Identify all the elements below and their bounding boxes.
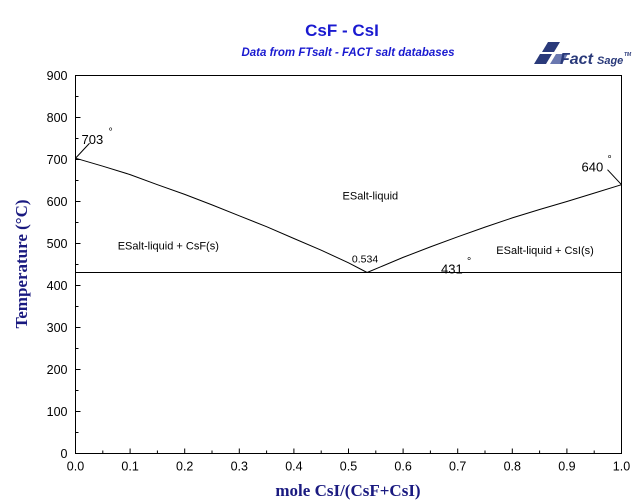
y-tick-label: 600 — [47, 195, 68, 209]
region-layer: ESalt-liquid ESalt-liquid + CsF(s) ESalt-l… — [118, 190, 594, 257]
plot-area: 0.0 0.1 0.2 0.3 0.4 0.5 0.6 0.7 0.8 0.9 1.0 0 100 20… — [47, 69, 631, 474]
logo-text-secondary: Sage — [597, 55, 623, 67]
chart-title: CsF - CsI — [305, 21, 379, 40]
x-axis-title: mole CsI/(CsF+CsI) — [275, 481, 420, 500]
x-tick-label: 0.8 — [504, 460, 521, 474]
y-tick-label: 500 — [47, 237, 68, 251]
factsage-logo: Fact Sage TM — [534, 42, 632, 68]
x-tick-label: 0.6 — [394, 460, 411, 474]
annotation-layer: 703 ° 640 ° 431 ° 0.534 — [75, 126, 622, 276]
region-label: ESalt-liquid + CsF(s) — [118, 240, 219, 252]
y-axis-title: Temperature (°C) — [12, 199, 31, 328]
annotation-degree-640: ° — [608, 154, 612, 166]
region-label: ESalt-liquid — [343, 190, 399, 202]
series-layer — [75, 157, 622, 273]
annotation-leader-703 — [75, 142, 90, 159]
y-tick-label: 200 — [47, 363, 68, 377]
x-tick-label: 0.4 — [285, 460, 302, 474]
region-label: ESalt-liquid + CsI(s) — [496, 245, 594, 257]
y-tick-label: 700 — [47, 153, 68, 167]
y-tick-label: 800 — [47, 111, 68, 125]
x-tick-label: 0.7 — [449, 460, 466, 474]
annotation-label-431: 431 — [441, 261, 463, 276]
y-tick-label: 0 — [61, 447, 68, 461]
annotation-label-eutectic-composition: 0.534 — [352, 253, 378, 265]
x-tick-label: 0.2 — [176, 460, 193, 474]
x-tick-label: 0.0 — [67, 460, 84, 474]
liquidus-csf-line — [75, 157, 368, 273]
liquidus-csi-line — [366, 184, 622, 273]
logo-trademark: TM — [624, 52, 632, 58]
annotation-label-703: 703 — [82, 132, 104, 147]
y-axis: 0 100 200 300 400 500 600 700 800 900 — [47, 69, 81, 461]
factsage-logo-mark-icon — [534, 42, 568, 64]
y-tick-label: 300 — [47, 321, 68, 335]
annotation-leader-640 — [607, 169, 622, 186]
chart-subtitle: Data from FTsalt - FACT salt databases — [241, 47, 454, 59]
y-tick-label: 900 — [47, 69, 68, 83]
annotation-degree-431: ° — [467, 255, 471, 267]
x-tick-label: 1.0 — [613, 460, 630, 474]
annotation-label-640: 640 — [582, 160, 604, 175]
x-tick-label: 0.3 — [231, 460, 248, 474]
x-axis: 0.0 0.1 0.2 0.3 0.4 0.5 0.6 0.7 0.8 0.9 1.0 — [67, 448, 630, 474]
logo-text-main: Fact — [560, 51, 594, 68]
y-tick-label: 400 — [47, 279, 68, 293]
x-tick-label: 0.9 — [558, 460, 575, 474]
x-tick-label: 0.1 — [121, 460, 138, 474]
y-tick-label: 100 — [47, 405, 68, 419]
plot-frame — [75, 75, 622, 454]
x-tick-label: 0.5 — [340, 460, 357, 474]
annotation-degree-703: ° — [109, 126, 113, 138]
